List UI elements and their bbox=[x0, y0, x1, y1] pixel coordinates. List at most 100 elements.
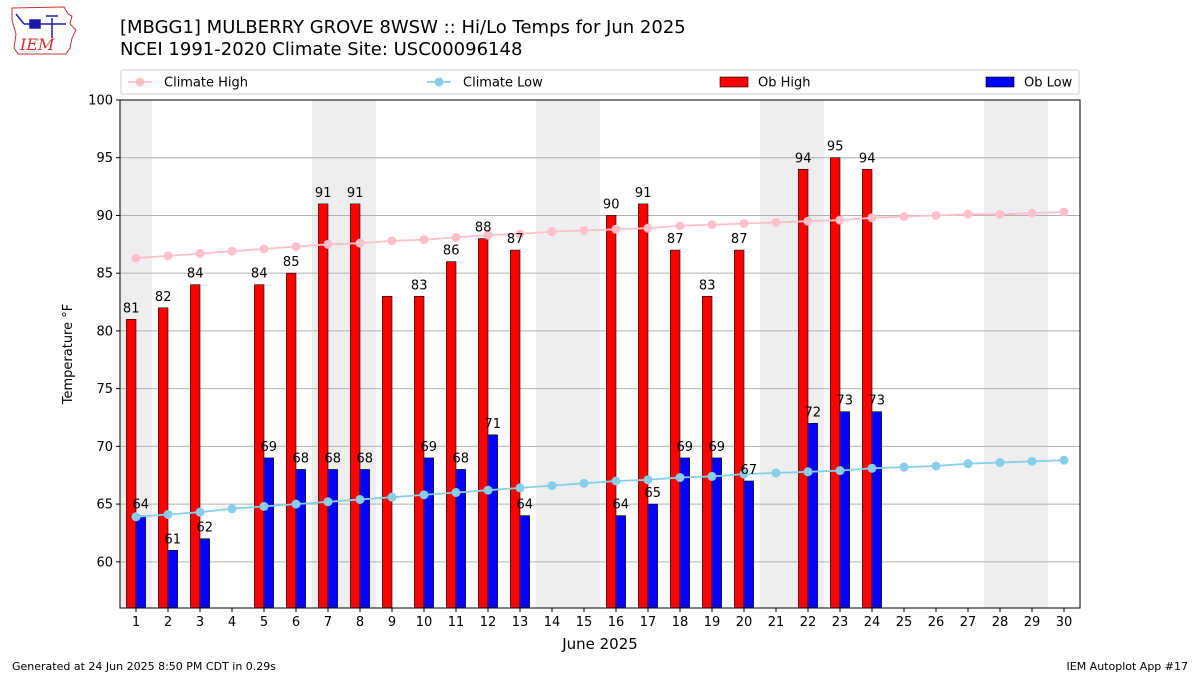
ob-high-bar bbox=[670, 249, 681, 609]
legend-climate-low-label: Climate Low bbox=[463, 76, 543, 91]
x-tick-label: 12 bbox=[480, 615, 497, 630]
climate-low-point bbox=[355, 494, 365, 504]
ob-high-label: 87 bbox=[507, 232, 524, 247]
climate-high-point bbox=[163, 251, 173, 261]
ob-high-label: 95 bbox=[827, 140, 844, 155]
x-tick-label: 11 bbox=[448, 615, 465, 630]
x-tick-label: 22 bbox=[800, 615, 817, 630]
x-tick-label: 4 bbox=[228, 615, 236, 630]
y-tick-label: 85 bbox=[96, 267, 113, 282]
bar-value-labels: 81 82 84 84 85 91 91 83 86 88 87 90 91 87 83 87 94 95 94 64… bbox=[123, 140, 885, 548]
chart-subtitle: NCEI 1991-2020 Climate Site: USC00096148 bbox=[120, 39, 523, 60]
climate-high-point bbox=[899, 212, 909, 222]
climate-high-point bbox=[835, 215, 845, 225]
ob-low-label: 72 bbox=[805, 405, 822, 420]
climate-high-point bbox=[803, 216, 813, 226]
ob-low-bar bbox=[807, 422, 818, 609]
x-tick-label: 2 bbox=[164, 615, 172, 630]
footer-app-text: IEM Autoplot App #17 bbox=[1066, 660, 1189, 673]
ob-low-bar bbox=[263, 457, 274, 609]
x-tick-label: 3 bbox=[196, 615, 204, 630]
climate-low-point bbox=[579, 478, 589, 488]
legend-climate-high-label: Climate High bbox=[164, 76, 248, 91]
footer-generated-text: Generated at 24 Jun 2025 8:50 PM CDT in … bbox=[12, 660, 277, 673]
climate-low-point bbox=[195, 507, 205, 517]
climate-low-point bbox=[899, 462, 909, 472]
ob-low-label: 69 bbox=[421, 440, 438, 455]
climate-high-point bbox=[1059, 207, 1069, 217]
climate-high-point bbox=[707, 220, 717, 230]
climate-high-point bbox=[227, 246, 237, 256]
ob-high-label: 85 bbox=[283, 255, 300, 270]
climate-low-point bbox=[675, 473, 685, 483]
x-tick-label: 15 bbox=[576, 615, 593, 630]
ob-low-label: 68 bbox=[453, 451, 470, 466]
ob-low-label: 69 bbox=[261, 440, 278, 455]
climate-high-point bbox=[483, 230, 493, 240]
ob-low-label: 67 bbox=[741, 463, 758, 478]
legend-ob-high-swatch bbox=[719, 76, 749, 88]
climate-low-point bbox=[387, 492, 397, 502]
y-axis: 60 65 70 75 80 85 90 95 100 bbox=[88, 94, 120, 570]
climate-low-point bbox=[131, 512, 141, 522]
x-tick-label: 21 bbox=[768, 615, 785, 630]
ob-high-bar bbox=[350, 203, 361, 609]
ob-high-bar bbox=[126, 319, 137, 609]
y-tick-label: 80 bbox=[96, 324, 113, 339]
ob-high-label: 81 bbox=[123, 301, 140, 316]
climate-high-point bbox=[259, 244, 269, 254]
ob-low-bar bbox=[839, 411, 850, 609]
ob-low-label: 68 bbox=[293, 451, 310, 466]
ob-low-bar bbox=[167, 549, 178, 609]
climate-high-point bbox=[323, 239, 333, 249]
climate-high-point bbox=[451, 232, 461, 242]
x-tick-label: 10 bbox=[416, 615, 433, 630]
ob-high-label: 82 bbox=[155, 290, 172, 305]
climate-low-point bbox=[931, 461, 941, 471]
x-tick-label: 23 bbox=[832, 615, 849, 630]
x-axis-label: June 2025 bbox=[561, 635, 638, 653]
climate-high-point bbox=[547, 227, 557, 237]
ob-low-label: 73 bbox=[837, 394, 854, 409]
chart-title: [MBGG1] MULBERRY GROVE 8WSW :: Hi/Lo Tem… bbox=[120, 17, 686, 38]
legend-ob-high-label: Ob High bbox=[758, 76, 811, 91]
ob-high-bar bbox=[190, 284, 201, 609]
climate-low-point bbox=[547, 481, 557, 491]
climate-low-point bbox=[835, 466, 845, 476]
ob-high-bar bbox=[510, 249, 521, 609]
ob-high-label: 83 bbox=[411, 278, 428, 293]
ob-low-bar bbox=[135, 515, 146, 609]
climate-low-point bbox=[739, 469, 749, 479]
x-tick-label: 27 bbox=[960, 615, 977, 630]
climate-lines bbox=[131, 207, 1069, 522]
x-tick-label: 19 bbox=[704, 615, 721, 630]
y-tick-label: 65 bbox=[96, 498, 113, 513]
climate-high-point bbox=[291, 242, 301, 252]
ob-high-bar bbox=[318, 203, 329, 609]
ob-high-label: 90 bbox=[603, 197, 620, 212]
logo-text: IEM bbox=[19, 35, 55, 54]
climate-high-point bbox=[675, 221, 685, 231]
climate-low-point bbox=[1059, 455, 1069, 465]
ob-high-label: 84 bbox=[187, 267, 204, 282]
climate-high-point bbox=[579, 225, 589, 235]
ob-high-bar bbox=[286, 272, 297, 609]
climate-high-point bbox=[387, 236, 397, 246]
ob-high-label: 91 bbox=[315, 186, 332, 201]
plot-frame bbox=[119, 99, 1081, 609]
x-axis: 1 2 3 4 5 6 7 8 9 10 11 12 13 14 15 16 17 18 19 20 21 22 23 24 2… bbox=[132, 608, 1072, 630]
ob-low-bar bbox=[647, 503, 658, 609]
climate-low-point bbox=[227, 504, 237, 514]
y-gridlines bbox=[120, 157, 1080, 563]
climate-high-point bbox=[771, 217, 781, 227]
ob-high-bar bbox=[830, 157, 841, 609]
climate-high-point bbox=[963, 209, 973, 219]
climate-high-point bbox=[867, 213, 877, 223]
climate-high-point bbox=[995, 209, 1005, 219]
ob-low-label: 68 bbox=[325, 451, 342, 466]
observation-bars bbox=[126, 157, 882, 609]
ob-low-label: 73 bbox=[869, 394, 886, 409]
climate-low-point bbox=[1027, 456, 1037, 466]
weather-station-icon bbox=[15, 13, 66, 38]
